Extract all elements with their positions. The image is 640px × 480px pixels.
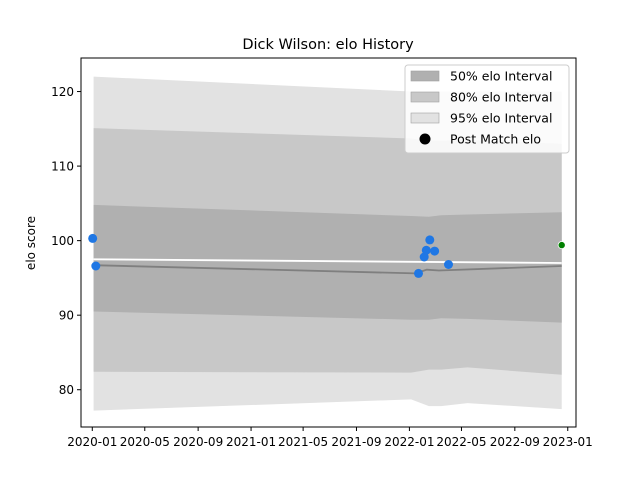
legend-label: 50% elo Interval: [450, 69, 552, 84]
data-point: [91, 261, 101, 271]
data-point: [444, 260, 453, 269]
x-tick-label: 2020-05: [120, 435, 170, 449]
y-axis-title: elo score: [24, 216, 38, 270]
legend: 50% elo Interval 80% elo Interval 95% elo …: [404, 64, 570, 154]
x-tick-label: 2021-01: [226, 435, 276, 449]
legend-label: Post Match elo: [450, 132, 541, 147]
legend-swatch: [410, 112, 440, 124]
legend-label: 95% elo Interval: [450, 111, 552, 126]
legend-label: 80% elo Interval: [450, 90, 552, 105]
data-point: [88, 233, 98, 243]
x-tick-label: 2021-09: [331, 435, 381, 449]
data-point: [430, 246, 440, 256]
x-tick-label: 2022-05: [436, 435, 486, 449]
y-tick-label: 80: [59, 383, 74, 397]
legend-swatch: [410, 70, 440, 82]
y-tick-label: 100: [51, 234, 74, 248]
y-tick-label: 120: [51, 85, 74, 99]
x-tick-label: 2022-01: [384, 435, 434, 449]
legend-swatch: [410, 91, 440, 103]
x-tick-label: 2023-01: [543, 435, 593, 449]
data-point: [414, 268, 423, 278]
x-tick-label: 2021-05: [278, 435, 328, 449]
legend-marker: [419, 133, 431, 145]
y-tick-label: 90: [59, 309, 74, 323]
x-tick-label: 2020-01: [67, 435, 117, 449]
series-line-0: [93, 264, 562, 275]
x-tick-label: 2020-09: [173, 435, 223, 449]
x-axis: 2020-01 2020-05 2020-09 2021-01 2021-05 2021-…: [67, 427, 593, 449]
series-line-1: [93, 258, 562, 264]
data-point: [557, 241, 566, 250]
y-axis: 80 90 100 110 120: [51, 85, 81, 397]
data-point: [425, 235, 435, 245]
x-tick-label: 2022-09: [490, 435, 540, 449]
band-50-percent: [93, 204, 562, 323]
chart-title: Dick Wilson: elo History: [242, 37, 414, 53]
plot-area: [88, 76, 566, 411]
y-tick-label: 110: [51, 160, 74, 174]
axes-frame: [80, 57, 577, 428]
data-point: [421, 245, 431, 255]
legend-box: [404, 64, 570, 154]
